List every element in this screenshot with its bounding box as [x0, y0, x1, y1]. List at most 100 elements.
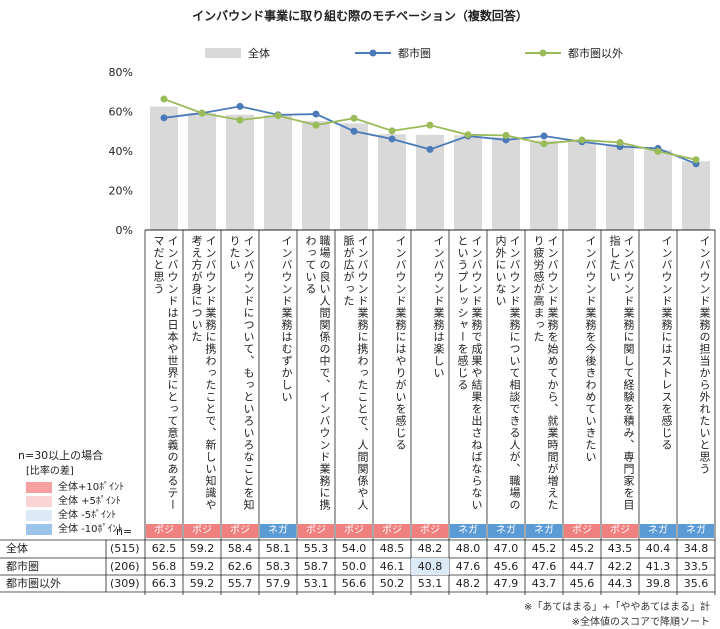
- category-label: インバウンド業務で成果や結果を出さねばならないというプレッシャーを感じる: [456, 235, 483, 511]
- polarity-badge: ネガ: [488, 524, 524, 538]
- y-tick-label: 60%: [109, 106, 133, 119]
- table-cell: 56.6: [341, 577, 367, 590]
- table-cell: 41.3: [645, 560, 671, 573]
- table-cell: 44.3: [607, 577, 633, 590]
- table-cell: 59.2: [189, 577, 215, 590]
- bar: [188, 113, 216, 230]
- bar: [264, 115, 292, 230]
- table-cell: 45.2: [569, 542, 595, 555]
- table-cell: 47.9: [493, 577, 519, 590]
- side-legend-subtitle: [比率の差]: [26, 466, 74, 477]
- point: [426, 145, 434, 153]
- table-cell: 58.1: [265, 542, 291, 555]
- category-label: インバウンド業務の担当から外れたいと思う: [698, 235, 711, 475]
- row-label: 都市圏以外: [6, 577, 61, 590]
- table-cell: 47.0: [493, 542, 519, 555]
- table-cell: 45.6: [493, 560, 519, 573]
- table-cell: 45.6: [569, 577, 595, 590]
- side-legend-title: n=30以上の場合: [18, 449, 104, 462]
- table-cell: 48.2: [417, 542, 443, 555]
- bar: [492, 137, 520, 230]
- point: [350, 127, 358, 135]
- polarity-badge: ポジ: [374, 524, 410, 538]
- point: [312, 110, 320, 118]
- table-cell: 44.7: [569, 560, 595, 573]
- table-cell: 54.0: [341, 542, 367, 555]
- point: [540, 140, 548, 148]
- category-label: インバウンドについて、もっといろいろなことを知りたい: [228, 235, 255, 511]
- polarity-badge: ポジ: [412, 524, 448, 538]
- bar: [568, 140, 596, 230]
- polarity-badge: ポジ: [222, 524, 258, 538]
- polarity-badge: ポジ: [298, 524, 334, 538]
- table-cell: 66.3: [151, 577, 177, 590]
- point: [198, 109, 206, 117]
- table-cell: 56.8: [151, 560, 177, 573]
- category-label: インバウンド業務はむずかしい: [280, 235, 293, 403]
- table-cell: 40.8: [411, 558, 449, 575]
- side-legend-swatch: [26, 524, 52, 535]
- table-cell: 42.2: [607, 560, 633, 573]
- table-cell: 58.4: [227, 542, 253, 555]
- category-label: インバウンド業務を始めてから、就業時間が増えたり疲労感が高まった: [532, 235, 559, 511]
- table-cell: 53.1: [417, 577, 443, 590]
- table-cell: 59.2: [189, 560, 215, 573]
- category-label: インバウンド業務を今後きわめていきたい: [584, 235, 597, 463]
- table-cell: 53.1: [303, 577, 329, 590]
- y-tick-label: 0%: [116, 224, 133, 237]
- point: [274, 112, 282, 120]
- point: [692, 156, 700, 164]
- point: [388, 135, 396, 143]
- category-label: インバウンドは日本や世界にとって意義のあるテーマだと思う: [152, 235, 179, 511]
- point: [312, 121, 320, 129]
- n-header: n=: [116, 525, 133, 538]
- polarity-badge: ネガ: [260, 524, 296, 538]
- legend-swatch-0: [205, 48, 241, 58]
- side-legend-swatch: [26, 482, 52, 493]
- legend-marker-1: [369, 49, 377, 57]
- polarity-badge: ポジ: [602, 524, 638, 538]
- bar: [226, 114, 254, 230]
- row-label: 全体: [6, 542, 28, 555]
- side-legend-label: 全体+10ﾎﾟｲﾝﾄ: [58, 482, 125, 493]
- polarity-badge: ネガ: [678, 524, 714, 538]
- table-cell: 55.7: [227, 577, 253, 590]
- point: [502, 131, 510, 139]
- point: [578, 136, 586, 144]
- table-cell: 47.6: [455, 560, 481, 573]
- category-label: インバウンド業務に関して経験を積み、専門家を目指したい: [608, 235, 635, 511]
- table-cell: 46.1: [379, 560, 405, 573]
- polarity-badge: ネガ: [450, 524, 486, 538]
- table-cell: 57.9: [265, 577, 291, 590]
- point: [616, 139, 624, 147]
- point: [540, 132, 548, 140]
- table-cell: 55.3: [303, 542, 329, 555]
- point: [464, 131, 472, 139]
- polarity-badge: ネガ: [640, 524, 676, 538]
- table-cell: 50.2: [379, 577, 405, 590]
- polarity-badge: ポジ: [146, 524, 182, 538]
- bar: [302, 120, 330, 230]
- table-cell: 43.7: [531, 577, 557, 590]
- legend-label-2: 都市圏以外: [568, 46, 623, 60]
- bar: [340, 123, 368, 230]
- table-cell: 48.0: [455, 542, 481, 555]
- category-label: インバウンド業務に携わったことで、新しい知識や考え方が身についた: [190, 235, 217, 511]
- table-cell: 62.5: [151, 542, 177, 555]
- polarity-badge: ポジ: [336, 524, 372, 538]
- point: [654, 147, 662, 155]
- point: [426, 121, 434, 129]
- legend-label-0: 全体: [248, 46, 270, 60]
- y-tick-label: 40%: [109, 145, 133, 158]
- side-legend-label: 全体 -5ﾎﾟｲﾝﾄ: [58, 510, 117, 521]
- point: [160, 114, 168, 122]
- side-legend-swatch: [26, 510, 52, 521]
- bar: [606, 144, 634, 230]
- bar: [150, 106, 178, 230]
- table-cell: 39.8: [645, 577, 671, 590]
- table-cell: 43.5: [607, 542, 633, 555]
- category-label: インバウンド業務にはストレスを感じる: [660, 235, 673, 451]
- side-legend-label: 全体 -10ﾎﾟｲﾝﾄ: [58, 524, 123, 535]
